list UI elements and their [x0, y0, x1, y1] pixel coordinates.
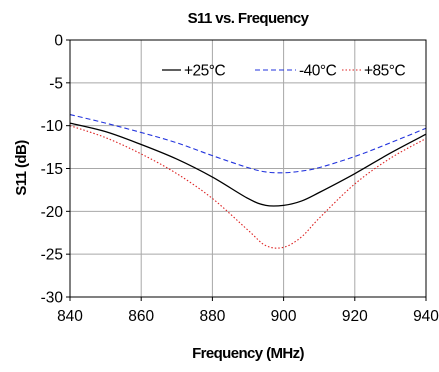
series-group: [69, 113, 427, 249]
y-tick-label-0: 0: [54, 33, 63, 50]
x-axis-label: Frequency (MHz): [192, 345, 304, 362]
y-tick-label-6: -30: [41, 290, 64, 307]
y-tick-label-1: -5: [49, 75, 63, 92]
x-tick-label-0: 840: [57, 308, 83, 325]
legend-label-1: -40°C: [299, 63, 337, 80]
series-line-0: [69, 122, 427, 207]
grid: [70, 40, 426, 297]
x-tick-label-3: 900: [271, 308, 297, 325]
y-tick-label-3: -15: [41, 161, 63, 178]
y-tick-label-2: -10: [41, 118, 64, 135]
series-line-2: [69, 125, 427, 249]
axes: [66, 39, 427, 301]
x-tick-label-2: 880: [199, 308, 225, 325]
chart-title: S11 vs. Frequency: [188, 10, 310, 27]
y-tick-label-5: -25: [41, 247, 63, 264]
y-tick-labels: 0 -5 -10 -15 -20 -25 -30: [41, 33, 64, 307]
legend: +25°C -40°C +85°C: [162, 63, 406, 80]
y-axis-label: S11 (dB): [13, 140, 30, 196]
legend-label-2: +85°C: [364, 63, 405, 80]
series-line-1: [69, 113, 427, 174]
x-tick-labels: 840 860 880 900 920 940: [57, 308, 439, 325]
legend-label-0: +25°C: [184, 63, 225, 80]
x-tick-label-1: 860: [128, 308, 154, 325]
y-tick-label-4: -20: [41, 204, 64, 221]
x-tick-label-4: 920: [342, 308, 368, 325]
x-tick-label-5: 940: [413, 308, 439, 325]
